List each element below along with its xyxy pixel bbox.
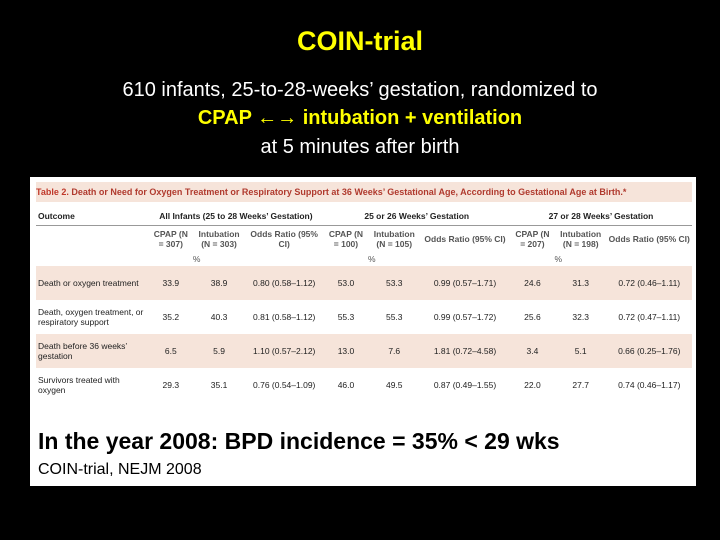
percent-unit: % [554,254,563,264]
table-cell: 3.4 [509,334,555,368]
table-cell: 55.3 [385,312,403,322]
source-citation: COIN-trial, NEJM 2008 [38,461,202,478]
table-cell: 6.5 [148,334,194,368]
table-cell: 0.80 (0.58–1.12) [244,266,324,300]
bpd-incidence-statement: In the year 2008: BPD incidence = 35% < … [38,428,560,454]
table-cell: 24.6 [509,266,555,300]
table-cell: 27.7 [572,380,589,390]
subheader-row: CPAP (N = 307) Intubation (N = 303) Odds… [36,226,692,253]
percent-unit: % [192,254,201,264]
group-header: 25 or 26 Weeks’ Gestation [323,207,510,226]
table-row: Death, oxygen treatment, or respiratory … [36,300,692,334]
intubation-label: intubation + ventilation [302,107,523,129]
subtitle-line-2: CPAP ←→ intubation + ventilation [0,107,720,130]
table-label: Table 2. [36,187,69,197]
table-cell: 0.66 (0.25–1.76) [606,334,692,368]
table-cell: 49.5 [385,380,403,390]
table-cell: 0.72 (0.46–1.11) [606,266,692,300]
table-row: Death before 36 weeks’ gestation 6.5 5.9… [36,334,692,368]
outcome-cell: Survivors treated with oxygen [38,375,120,395]
column-header: CPAP (N = 100) [328,229,364,249]
table-cell: 53.0 [323,266,369,300]
table-cell: 32.3 [572,312,589,322]
column-header: Odds Ratio (95% CI) [250,229,318,249]
table-cell: 5.1 [554,334,607,368]
double-arrow-icon: ←→ [257,107,298,129]
group-header: All Infants (25 to 28 Weeks’ Gestation) [148,207,324,226]
table-cell: 0.99 (0.57–1.72) [433,312,497,322]
column-header: Intubation (N = 198) [560,229,602,249]
column-header: Odds Ratio (95% CI) [424,234,506,244]
subtitle-line-1: 610 infants, 25-to-28-weeks’ gestation, … [122,79,598,101]
table-cell: 0.99 (0.57–1.71) [420,266,510,300]
table-cell: 35.1 [210,380,228,390]
percent-unit: % [368,254,376,264]
column-header: Intubation (N = 105) [373,229,415,249]
table-cell: 22.0 [524,380,541,390]
table-caption: Death or Need for Oxygen Treatment or Re… [71,187,627,197]
table-cell: 0.81 (0.58–1.12) [253,312,316,322]
cpap-label: CPAP [197,107,252,129]
group-header: 27 or 28 Weeks’ Gestation [509,207,692,226]
table-cell: 0.74 (0.46–1.17) [618,380,681,390]
caption-box: In the year 2008: BPD incidence = 35% < … [30,426,696,486]
table-cell: 0.87 (0.49–1.55) [433,380,497,390]
outcome-cell: Death or oxygen treatment [36,266,149,300]
table-cell: 0.72 (0.47–1.11) [618,312,681,322]
column-header: CPAP (N = 307) [153,229,188,249]
outcome-cell: Death, oxygen treatment, or respiratory … [38,307,144,327]
subtitle-line-3: at 5 minutes after birth [260,136,460,158]
slide-title: COIN-trial [296,26,423,56]
table-cell: 13.0 [323,334,369,368]
table-cell: 53.3 [368,266,421,300]
results-table: Outcome All Infants (25 to 28 Weeks’ Ges… [36,207,692,402]
percent-row: % % % [36,252,692,266]
table-cell: 5.9 [193,334,245,368]
table-cell: 55.3 [337,312,355,322]
table-cell: 29.3 [162,380,180,390]
table-cell: 0.76 (0.54–1.09) [253,380,316,390]
table-cell: 25.6 [524,312,541,322]
column-header: Odds Ratio (95% CI) [608,234,690,244]
table-cell: 1.10 (0.57–2.12) [244,334,324,368]
table-row: Death or oxygen treatment 33.9 38.9 0.80… [36,266,692,300]
group-header-row: Outcome All Infants (25 to 28 Weeks’ Ges… [36,207,692,226]
table-cell: 1.81 (0.72–4.58) [420,334,510,368]
table-cell: 7.6 [368,334,421,368]
table-cell: 38.9 [193,266,245,300]
table-cell: 35.2 [162,312,180,322]
table-title: Table 2. Death or Need for Oxygen Treatm… [36,182,692,202]
outcome-header: Outcome [36,207,149,226]
table-row: Survivors treated with oxygen 29.3 35.1 … [36,368,692,402]
table-image: Table 2. Death or Need for Oxygen Treatm… [30,177,696,426]
table-cell: 46.0 [337,380,355,390]
column-header: CPAP (N = 207) [515,229,550,249]
table-cell: 31.3 [554,266,607,300]
column-header: Intubation (N = 303) [198,229,240,249]
table-cell: 40.3 [210,312,228,322]
outcome-cell: Death before 36 weeks’ gestation [36,334,149,368]
table-cell: 33.9 [148,266,194,300]
